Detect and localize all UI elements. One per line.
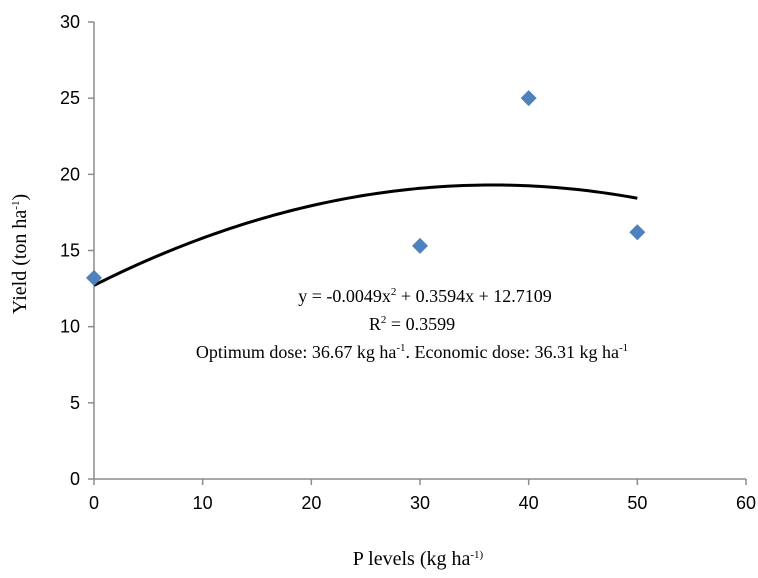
x-tick-label: 20 [301, 493, 321, 513]
x-tick-label: 40 [519, 493, 539, 513]
x-tick-label: 10 [193, 493, 213, 513]
y-tick-label: 25 [60, 88, 80, 108]
x-tick-label: 60 [736, 493, 756, 513]
trend-equation: y = -0.0049x2 + 0.3594x + 12.7109 R2 = 0… [196, 286, 628, 362]
y-tick-label: 30 [60, 12, 80, 32]
x-tick-label: 50 [627, 493, 647, 513]
dose-label: Optimum dose: 36.67 kg ha-1. Economic do… [196, 342, 628, 362]
y-tick-label: 0 [70, 469, 80, 489]
x-tick-label: 30 [410, 493, 430, 513]
y-tick-label: 5 [70, 393, 80, 413]
x-axis-title: P levels (kg ha-1) [353, 548, 484, 570]
plot-area: 0 10 20 30 40 50 60 0 5 10 15 20 25 30 [60, 12, 756, 513]
y-tick-label: 10 [60, 317, 80, 337]
trendline [93, 183, 638, 287]
equation-label: y = -0.0049x2 + 0.3594x + 12.7109 [298, 286, 551, 306]
data-point [86, 269, 102, 286]
data-point [412, 237, 428, 254]
y-axis-title: Yield (ton ha-1) [9, 194, 31, 314]
data-point [520, 90, 537, 107]
data-point [629, 224, 646, 241]
y-tick-label: 20 [60, 164, 80, 184]
x-tick-label: 0 [89, 493, 99, 513]
y-tick-label: 15 [60, 241, 80, 261]
r-squared-label: R2 = 0.3599 [369, 314, 455, 334]
